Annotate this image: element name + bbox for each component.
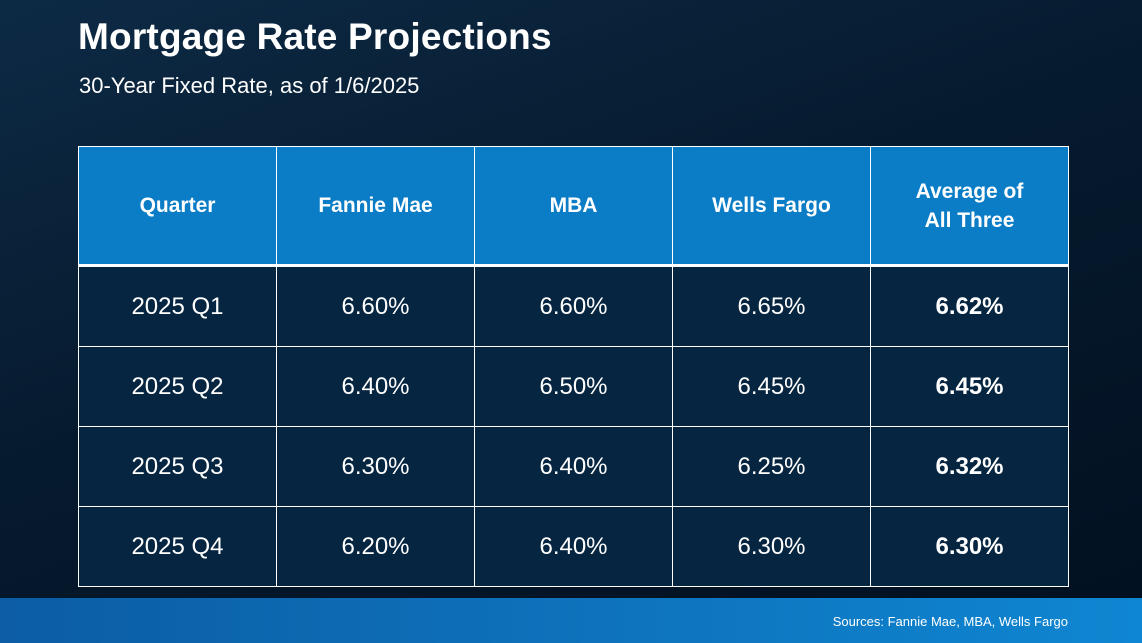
wells-fargo-cell: 6.45% [672, 346, 871, 427]
table-row: 2025 Q1 6.60% 6.60% 6.65% 6.62% [78, 265, 1069, 347]
quarter-cell: 2025 Q1 [78, 265, 277, 347]
wells-fargo-cell: 6.30% [672, 506, 871, 587]
fannie-mae-cell: 6.40% [276, 346, 475, 427]
column-header-quarter: Quarter [78, 146, 277, 267]
wells-fargo-cell: 6.25% [672, 426, 871, 507]
column-header-wells-fargo: Wells Fargo [672, 146, 871, 267]
page-subtitle: 30-Year Fixed Rate, as of 1/6/2025 [79, 73, 420, 98]
mba-cell: 6.40% [474, 426, 673, 507]
column-header-mba: MBA [474, 146, 673, 267]
rate-table-container: Quarter Fannie Mae MBA Wells Fargo Avera… [78, 146, 1069, 587]
page-title: Mortgage Rate Projections [78, 16, 552, 57]
mba-cell: 6.40% [474, 506, 673, 587]
average-cell: 6.32% [870, 426, 1069, 507]
table-row: 2025 Q4 6.20% 6.40% 6.30% 6.30% [78, 506, 1069, 587]
wells-fargo-cell: 6.65% [672, 265, 871, 347]
table-row: 2025 Q3 6.30% 6.40% 6.25% 6.32% [78, 426, 1069, 507]
average-cell: 6.45% [870, 346, 1069, 427]
fannie-mae-cell: 6.30% [276, 426, 475, 507]
average-cell: 6.30% [870, 506, 1069, 587]
quarter-cell: 2025 Q2 [78, 346, 277, 427]
mba-cell: 6.50% [474, 346, 673, 427]
table-row: 2025 Q2 6.40% 6.50% 6.45% 6.45% [78, 346, 1069, 427]
table-header-row: Quarter Fannie Mae MBA Wells Fargo Avera… [78, 146, 1069, 267]
mba-cell: 6.60% [474, 265, 673, 347]
quarter-cell: 2025 Q3 [78, 426, 277, 507]
sources-note: Sources: Fannie Mae, MBA, Wells Fargo [832, 614, 1068, 629]
footer-bar: Sources: Fannie Mae, MBA, Wells Fargo [0, 598, 1142, 643]
column-header-fannie-mae: Fannie Mae [276, 146, 475, 267]
fannie-mae-cell: 6.60% [276, 265, 475, 347]
quarter-cell: 2025 Q4 [78, 506, 277, 587]
rate-projection-table: Quarter Fannie Mae MBA Wells Fargo Avera… [78, 146, 1069, 587]
fannie-mae-cell: 6.20% [276, 506, 475, 587]
average-cell: 6.62% [870, 265, 1069, 347]
column-header-average: Average of All Three [870, 146, 1069, 267]
